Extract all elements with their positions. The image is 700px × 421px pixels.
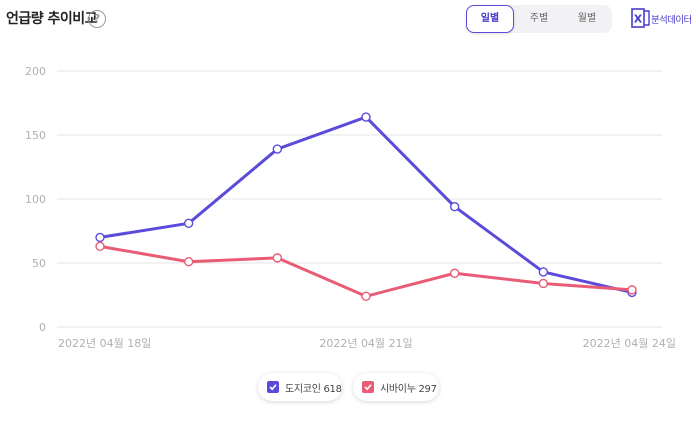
data-point [183, 218, 194, 229]
line-chart: 0 50 100 150 200 2022년 04월 18일 2022년 04월 21일 20… [25, 65, 676, 350]
export-data-button[interactable]: X 분석데이터 [631, 8, 700, 30]
y-tick-label: 100 [25, 193, 46, 206]
data-point [183, 257, 194, 267]
chart-title: 언급량 추이비교 [6, 11, 98, 27]
data-point [361, 291, 371, 301]
tab-weekly[interactable]: 주별 [529, 13, 549, 24]
data-point [272, 144, 283, 154]
excel-icon: X [631, 8, 650, 28]
data-point [272, 253, 283, 263]
tab-monthly[interactable]: 월별 [577, 13, 597, 24]
x-tick-label: 2022년 04월 21일 [319, 336, 412, 350]
series-line [98, 115, 634, 294]
series-line [98, 244, 634, 298]
help-icon[interactable]: ? [88, 10, 106, 28]
legend-item-shiba-inu[interactable]: 시바이누 297 [353, 373, 439, 401]
y-tick-label: 200 [25, 65, 46, 78]
y-tick-label: 150 [25, 129, 46, 142]
chart-header: 언급량 추이비교 ? 일별 주별 월별 X 분석데이터 [0, 0, 700, 40]
data-point [95, 241, 105, 252]
export-data-label: 분석데이터 [651, 15, 692, 26]
legend-label: 시바이누 297 [380, 384, 437, 395]
data-point [95, 232, 105, 243]
data-point [449, 268, 460, 278]
legend-item-dogecoin[interactable]: 도지코인 618 [258, 373, 342, 401]
data-point [449, 201, 460, 212]
legend-label: 도지코인 618 [285, 384, 342, 395]
data-point [538, 278, 549, 289]
data-point [361, 112, 371, 122]
svg-text:X: X [634, 13, 643, 26]
data-point [538, 267, 549, 277]
tab-daily[interactable]: 일별 [466, 5, 514, 33]
x-tick-label: 2022년 04월 18일 [58, 336, 151, 350]
y-tick-label: 50 [32, 257, 46, 270]
period-toggle: 일별 주별 월별 [466, 5, 612, 33]
checkbox-icon [267, 381, 279, 393]
y-tick-label: 0 [39, 321, 46, 334]
data-point [627, 285, 637, 295]
x-tick-label: 2022년 04월 24일 [583, 336, 676, 350]
checkbox-icon [362, 381, 374, 393]
